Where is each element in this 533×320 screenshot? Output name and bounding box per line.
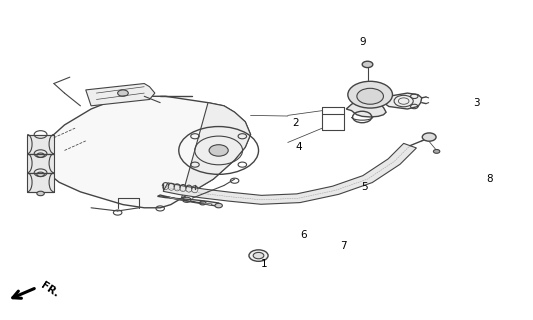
Circle shape xyxy=(433,149,440,153)
Polygon shape xyxy=(27,154,54,173)
Text: 7: 7 xyxy=(340,241,347,251)
Circle shape xyxy=(37,172,44,177)
Polygon shape xyxy=(384,93,422,109)
Circle shape xyxy=(422,133,436,141)
Text: 3: 3 xyxy=(473,98,480,108)
Circle shape xyxy=(118,90,128,96)
Text: 5: 5 xyxy=(361,182,368,192)
Polygon shape xyxy=(27,134,54,154)
Polygon shape xyxy=(163,143,416,204)
Polygon shape xyxy=(38,96,251,208)
Polygon shape xyxy=(27,173,54,192)
Text: 6: 6 xyxy=(301,230,307,240)
Circle shape xyxy=(209,145,228,156)
Circle shape xyxy=(362,61,373,68)
Text: 2: 2 xyxy=(293,118,299,128)
Text: 1: 1 xyxy=(261,259,267,268)
Circle shape xyxy=(37,153,44,157)
Text: 9: 9 xyxy=(359,37,366,47)
Polygon shape xyxy=(86,84,155,106)
Text: 8: 8 xyxy=(487,174,493,184)
Polygon shape xyxy=(168,197,212,205)
Polygon shape xyxy=(181,103,251,198)
Circle shape xyxy=(348,81,392,108)
Polygon shape xyxy=(158,195,220,206)
Circle shape xyxy=(215,203,222,208)
Text: FR.: FR. xyxy=(39,281,61,300)
Circle shape xyxy=(37,191,44,196)
Circle shape xyxy=(357,88,383,104)
Text: 4: 4 xyxy=(295,142,302,152)
Circle shape xyxy=(253,252,264,259)
Polygon shape xyxy=(346,100,386,117)
Circle shape xyxy=(249,250,268,261)
